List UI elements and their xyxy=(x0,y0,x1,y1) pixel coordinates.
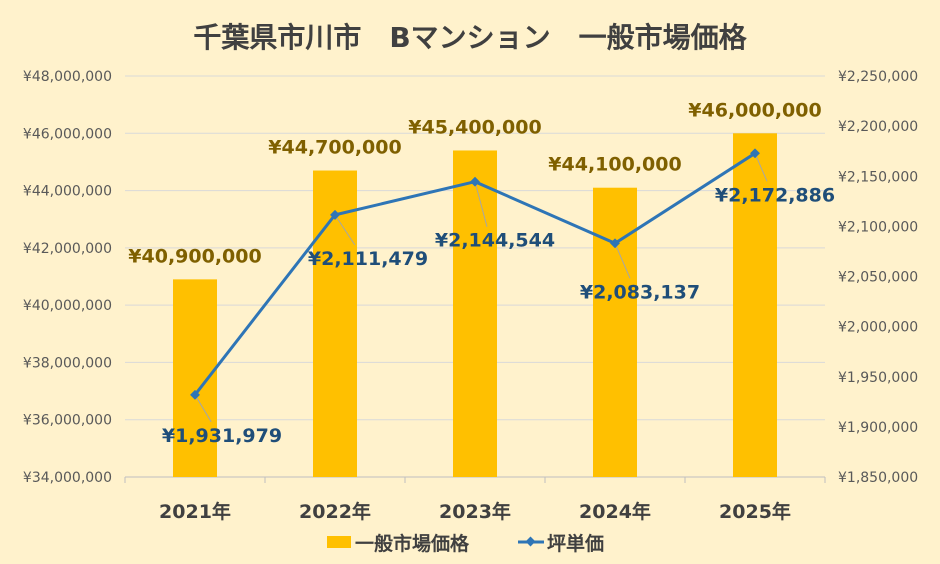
line-point-2021年 xyxy=(190,389,200,400)
line-data-label: ¥2,111,479 xyxy=(308,248,428,270)
bar-2025年 xyxy=(733,133,777,478)
right-tick-label: ¥2,200,000 xyxy=(838,119,918,135)
bar-data-label: ¥45,400,000 xyxy=(408,116,541,138)
leader-line xyxy=(614,243,631,279)
right-tick-label: ¥1,950,000 xyxy=(838,370,918,386)
bar-data-label: ¥40,900,000 xyxy=(128,245,261,267)
line-point-2022年 xyxy=(330,209,340,220)
right-tick-label: ¥2,100,000 xyxy=(838,219,918,235)
bar-data-label: ¥46,000,000 xyxy=(688,99,821,121)
left-tick-label: ¥42,000,000 xyxy=(23,241,112,257)
x-tick-label: 2025年 xyxy=(719,500,791,523)
bar-data-label: ¥44,100,000 xyxy=(548,154,681,176)
leader-line xyxy=(334,214,356,246)
bar-series: ¥40,900,000 ¥44,700,000 ¥45,400,000 ¥44,100… xyxy=(128,99,822,478)
line-point-2024年 xyxy=(610,238,620,249)
line-data-label: ¥2,172,886 xyxy=(715,184,835,206)
right-tick-label: ¥1,900,000 xyxy=(838,420,918,436)
left-tick-label: ¥46,000,000 xyxy=(23,126,112,142)
line-point-2023年 xyxy=(470,176,480,187)
legend-label-bar: 一般市場価格 xyxy=(355,532,470,555)
left-tick-label: ¥40,000,000 xyxy=(23,298,112,314)
x-tick-label: 2021年 xyxy=(159,500,231,523)
legend-label-line: 坪単価 xyxy=(547,532,604,555)
right-tick-label: ¥2,050,000 xyxy=(838,270,918,286)
right-tick-label: ¥2,150,000 xyxy=(838,169,918,185)
x-tick-label: 2023年 xyxy=(439,500,511,523)
legend-marker xyxy=(525,536,536,547)
left-tick-label: ¥48,000,000 xyxy=(23,69,112,85)
line-data-label: ¥2,144,544 xyxy=(435,230,555,252)
left-axis: ¥34,000,000 ¥36,000,000 ¥38,000,000 ¥40,000… xyxy=(23,69,112,486)
line-point-2025年 xyxy=(750,148,760,159)
left-tick-label: ¥36,000,000 xyxy=(23,413,112,429)
leader-line xyxy=(194,394,212,423)
legend-swatch-bar xyxy=(327,536,351,548)
line-series: ¥1,931,979 ¥2,111,479 ¥2,144,544 ¥2,083,137… xyxy=(162,148,835,447)
x-tick-label: 2022年 xyxy=(299,500,371,523)
x-axis: 2021年 2022年 2023年 2024年 2025年 xyxy=(159,500,791,523)
bar-2023年 xyxy=(453,150,497,477)
leader-line xyxy=(754,153,768,182)
line-data-label: ¥2,083,137 xyxy=(580,281,700,303)
bar-2021年 xyxy=(173,279,217,477)
right-tick-label: ¥1,850,000 xyxy=(838,470,918,486)
right-tick-label: ¥2,250,000 xyxy=(838,69,918,85)
x-tick-label: 2024年 xyxy=(579,500,651,523)
left-tick-label: ¥38,000,000 xyxy=(23,355,112,371)
leader-line xyxy=(474,181,488,227)
right-tick-label: ¥2,000,000 xyxy=(838,320,918,336)
bar-2024年 xyxy=(593,187,637,477)
right-axis: ¥1,850,000 ¥1,900,000 ¥1,950,000 ¥2,000,000… xyxy=(838,69,918,486)
bar-2022年 xyxy=(313,170,357,477)
bar-data-label: ¥44,700,000 xyxy=(268,137,401,159)
line-data-label: ¥1,931,979 xyxy=(162,425,282,447)
chart-title: 千葉県市川市 Bマンション 一般市場価格 xyxy=(193,21,747,54)
left-tick-label: ¥44,000,000 xyxy=(23,184,112,200)
legend: 一般市場価格 坪単価 xyxy=(327,532,604,555)
left-tick-label: ¥34,000,000 xyxy=(23,470,112,486)
